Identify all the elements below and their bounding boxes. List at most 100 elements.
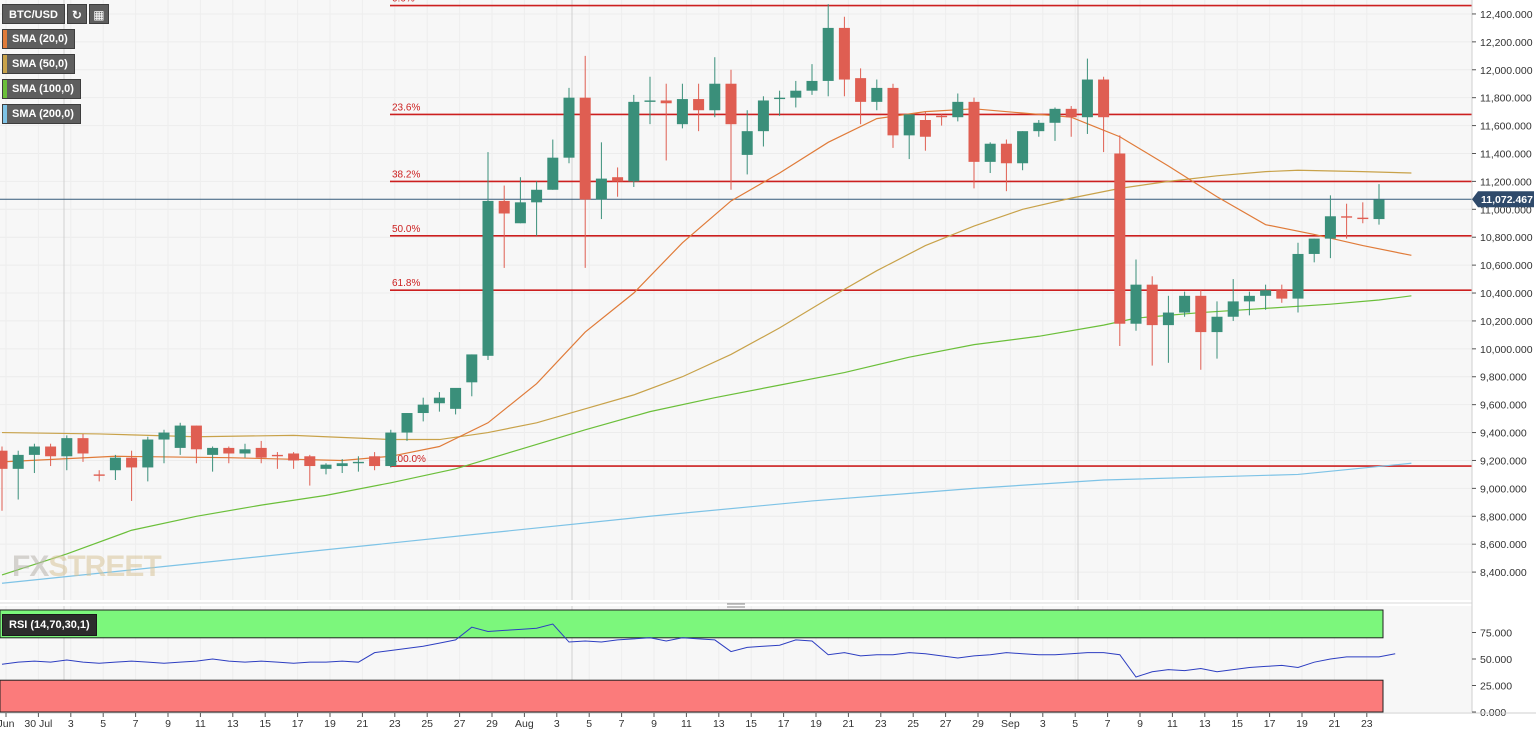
candle — [401, 413, 413, 441]
rsi-label[interactable]: RSI (14,70,30,1) — [2, 614, 97, 636]
candle-body — [223, 447, 235, 454]
candle-body — [887, 87, 899, 136]
legend-sma20[interactable]: SMA (20,0) — [2, 29, 75, 49]
candle-body — [871, 87, 883, 102]
candle — [482, 152, 494, 360]
candle-body — [1324, 216, 1336, 239]
candle — [514, 177, 526, 224]
candle-body — [369, 456, 381, 467]
y-tick-label: 10,000.000 — [1480, 344, 1533, 356]
candle-body — [1130, 284, 1142, 324]
candle-body — [741, 131, 753, 155]
x-tick-label: 3 — [1040, 718, 1046, 730]
candle — [838, 16, 850, 97]
sma50-line — [1, 169, 1412, 441]
candle — [1195, 290, 1207, 370]
sma50-label: SMA (50,0) — [12, 58, 68, 70]
candle-body — [563, 97, 575, 158]
candle — [1081, 58, 1093, 134]
candle — [1324, 195, 1336, 259]
fxstreet-watermark: FXSTREET — [12, 550, 162, 584]
candle — [369, 452, 381, 471]
candle-body — [919, 120, 931, 137]
calendar-icon[interactable]: ▦ — [88, 4, 109, 24]
candle-body — [255, 447, 267, 458]
candle-body — [1017, 131, 1029, 164]
x-tick-label: 27 — [454, 718, 466, 730]
candle-body — [774, 97, 786, 100]
candle-body — [790, 90, 802, 98]
x-tick-label: 9 — [651, 718, 657, 730]
candle-body — [936, 115, 948, 118]
candle-body — [1292, 253, 1304, 299]
sma100-swatch — [3, 80, 7, 98]
candle — [1373, 184, 1385, 225]
candle-body — [1081, 79, 1093, 118]
x-tick-label: 30 Jul — [24, 718, 52, 730]
legend-sma100[interactable]: SMA (100,0) — [2, 79, 81, 99]
candle — [757, 96, 769, 147]
candle — [806, 64, 818, 95]
x-tick-label: 19 — [324, 718, 336, 730]
candle — [174, 422, 186, 455]
sma50-swatch — [3, 55, 7, 73]
candle — [93, 470, 105, 482]
candle-body — [612, 177, 624, 182]
candle — [595, 142, 607, 220]
candle — [919, 111, 931, 151]
candle — [579, 55, 591, 268]
candle-body — [142, 439, 154, 468]
x-tick-label: 27 — [940, 718, 952, 730]
candle-body — [77, 438, 89, 454]
x-tick-label: 13 — [713, 718, 725, 730]
candle — [142, 436, 154, 482]
candle — [1227, 279, 1239, 321]
candle-body — [190, 425, 202, 450]
candle — [887, 83, 899, 148]
candle — [12, 450, 24, 500]
candle-body — [855, 78, 867, 102]
candle-body — [514, 202, 526, 224]
candle-body — [61, 438, 73, 457]
candle-body — [1211, 316, 1223, 333]
symbol-button[interactable]: BTC/USD — [2, 4, 65, 24]
candle — [1049, 107, 1061, 141]
candle-body — [1033, 122, 1045, 132]
candle — [304, 454, 316, 486]
candle — [288, 452, 300, 469]
y-tick-label: 12,200.000 — [1480, 37, 1533, 49]
legend-sma50[interactable]: SMA (50,0) — [2, 54, 75, 74]
y-tick-label: 8,400.000 — [1480, 567, 1527, 579]
x-tick-label: 5 — [586, 718, 592, 730]
toolbar: BTC/USD ↻ ▦ — [2, 4, 109, 24]
candle — [466, 354, 478, 397]
candle — [709, 57, 721, 118]
candle — [77, 433, 89, 462]
y-tick-label: 10,600.000 — [1480, 260, 1533, 272]
candle-body — [1114, 153, 1126, 324]
candle — [1146, 276, 1158, 366]
refresh-icon[interactable]: ↻ — [66, 4, 87, 24]
sma200-line — [1, 462, 1412, 584]
candle — [255, 440, 267, 464]
candle-body — [466, 354, 478, 383]
x-tick-label: 5 — [1072, 718, 1078, 730]
candle — [1243, 291, 1255, 316]
candle-body — [822, 27, 834, 81]
candle-body — [1373, 199, 1385, 220]
candle-body — [288, 453, 300, 461]
x-tick-label: 17 — [292, 718, 304, 730]
candle — [61, 435, 73, 471]
legend-sma200[interactable]: SMA (200,0) — [2, 104, 81, 124]
fib-label: 23.6% — [392, 102, 420, 113]
y-tick-label: 9,400.000 — [1480, 428, 1527, 440]
fib-label: 0.0% — [392, 0, 415, 5]
indicator-legend: SMA (20,0) SMA (50,0) SMA (100,0) SMA (2… — [2, 29, 81, 129]
candle — [547, 139, 559, 190]
candle — [417, 397, 429, 422]
candle — [158, 429, 170, 464]
candle — [336, 459, 348, 474]
sma200-swatch — [3, 105, 7, 123]
